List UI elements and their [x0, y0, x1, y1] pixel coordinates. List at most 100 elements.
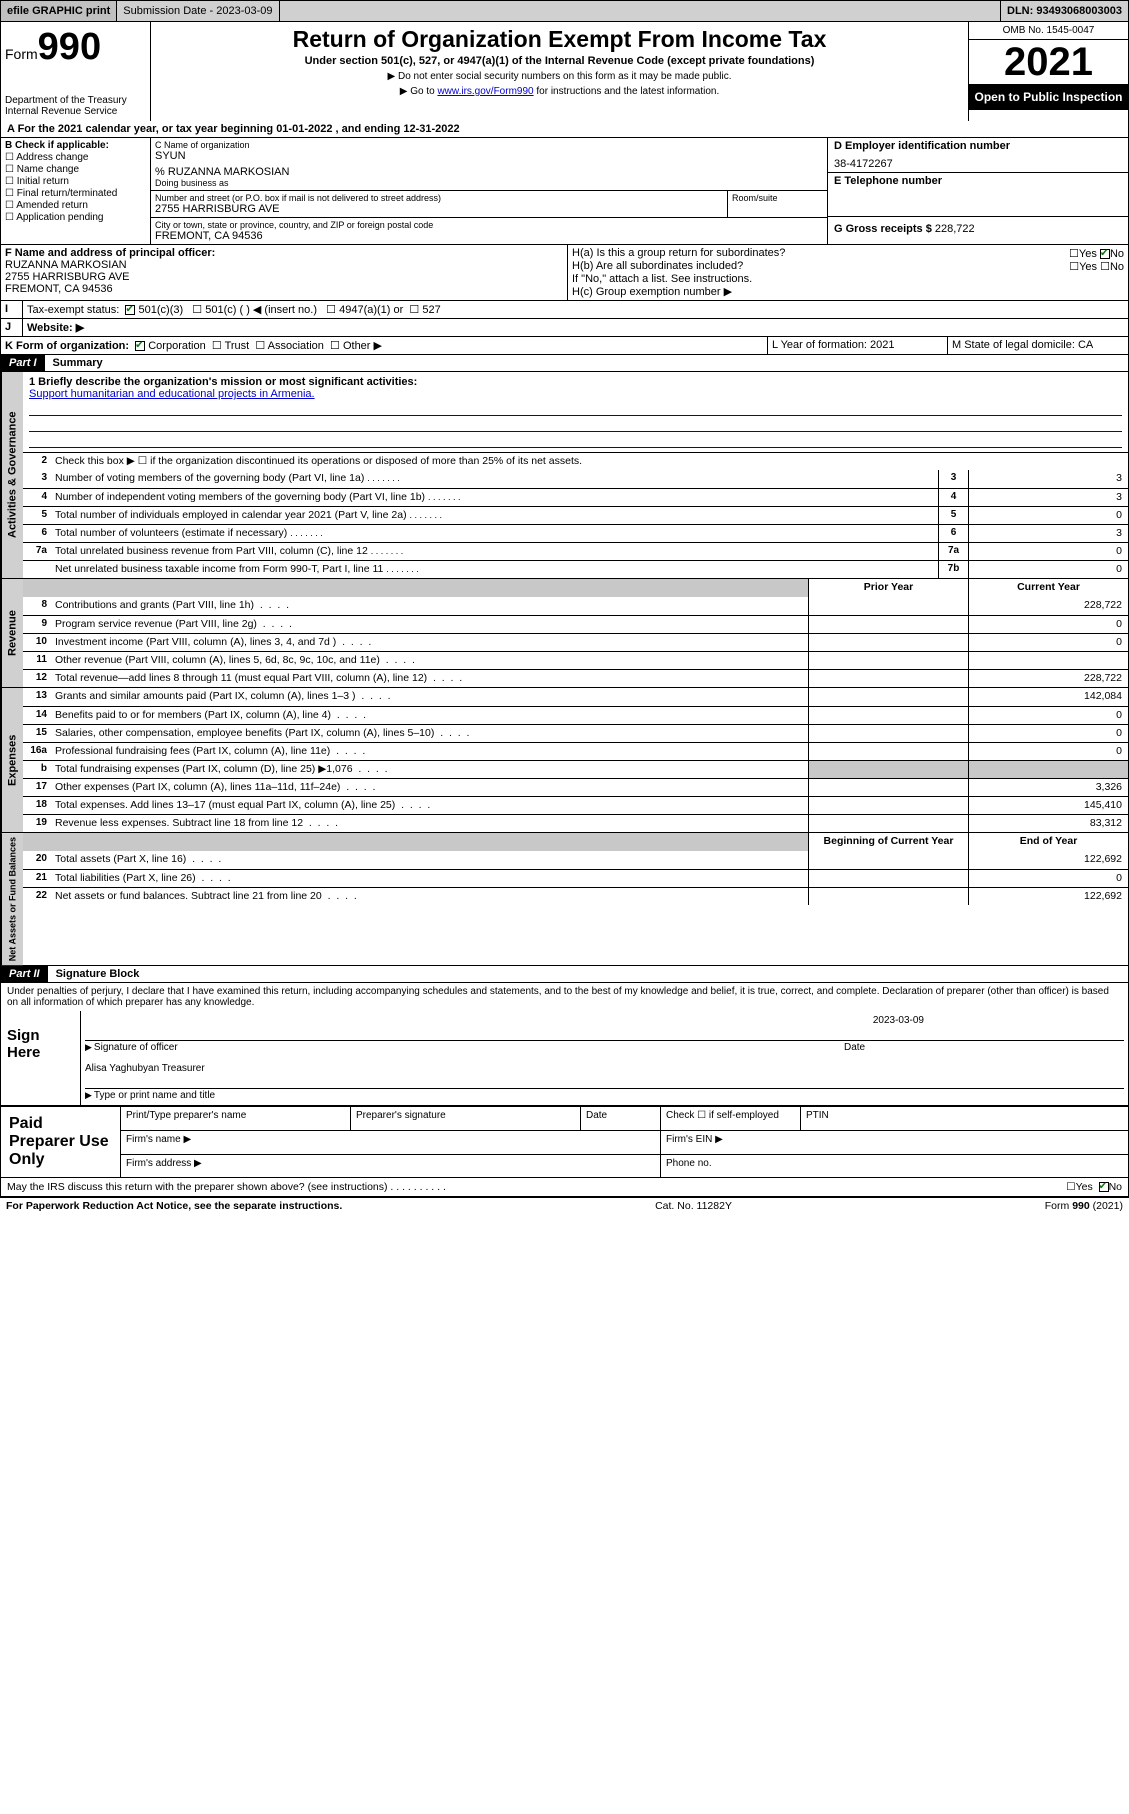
part1-title: Summary [45, 357, 103, 369]
chk-amended[interactable]: ☐ Amended return [5, 200, 146, 211]
gov-line-row: 5 Total number of individuals employed i… [23, 506, 1128, 524]
ln-prior [808, 815, 968, 832]
rev-hdr-num [23, 579, 51, 597]
part2-header: Part II Signature Block [0, 966, 1129, 983]
ha-no-check[interactable] [1100, 249, 1110, 259]
hb-note: If "No," attach a list. See instructions… [572, 273, 1124, 285]
chk-corp[interactable] [135, 341, 145, 351]
firm-addr-label: Firm's address ▶ [121, 1154, 661, 1178]
ln-current: 0 [968, 707, 1128, 724]
row-j: J Website: ▶ [0, 319, 1129, 337]
ln-txt: Contributions and grants (Part VIII, lin… [51, 597, 808, 615]
discuss-no-check[interactable] [1099, 1182, 1109, 1192]
ln-prior [808, 851, 968, 869]
opt-527: 527 [422, 304, 440, 316]
paid-label: Paid Preparer Use Only [1, 1107, 121, 1178]
ha-no: No [1110, 248, 1124, 260]
ln-box: 6 [938, 525, 968, 542]
gov-line-row: Net unrelated business taxable income fr… [23, 560, 1128, 578]
tab-netassets: Net Assets or Fund Balances [1, 833, 23, 965]
data-line-row: 19 Revenue less expenses. Subtract line … [23, 814, 1128, 832]
rev-header-row: Prior Year Current Year [23, 579, 1128, 597]
data-line-row: 22 Net assets or fund balances. Subtract… [23, 887, 1128, 905]
ln-val: 3 [968, 470, 1128, 488]
ln-num: b [23, 761, 51, 778]
ln-num: 9 [23, 616, 51, 633]
irs-link[interactable]: www.irs.gov/Form990 [437, 86, 533, 97]
prep-name-label: Print/Type preparer's name [121, 1107, 351, 1131]
ln-txt: Net assets or fund balances. Subtract li… [51, 888, 808, 905]
chk-name-change[interactable]: ☐ Name change [5, 164, 146, 175]
firm-ein-label: Firm's EIN ▶ [661, 1130, 1129, 1154]
gov-line-row: 4 Number of independent voting members o… [23, 488, 1128, 506]
box-h: H(a) Is this a group return for subordin… [568, 245, 1128, 300]
chk-final-return[interactable]: ☐ Final return/terminated [5, 188, 146, 199]
sig-date-label: Date [844, 1042, 1124, 1053]
ln-prior [808, 797, 968, 814]
opt-501c: 501(c) ( ) ◀ (insert no.) [205, 304, 317, 316]
box-c: C Name of organization SYUN % RUZANNA MA… [151, 138, 828, 244]
ln-prior [808, 761, 968, 778]
tab-expenses: Expenses [1, 688, 23, 832]
tab-governance: Activities & Governance [1, 372, 23, 578]
rev-hdr-txt [51, 579, 808, 597]
ln-prior [808, 779, 968, 796]
form-header: Form990 Department of the Treasury Inter… [0, 22, 1129, 121]
ln-prior [808, 743, 968, 760]
ln-current [968, 652, 1128, 669]
chk-501c3[interactable] [125, 305, 135, 315]
hb-no: No [1110, 261, 1124, 273]
sign-here-block: Sign Here 2023-03-09 Signature of office… [0, 1011, 1129, 1106]
ha-yesno: ☐Yes No [1069, 247, 1124, 260]
ln-txt: Salaries, other compensation, employee b… [51, 725, 808, 742]
ln-prior [808, 597, 968, 615]
ein-value: 38-4172267 [834, 158, 1122, 170]
ln-prior [808, 870, 968, 887]
line1-label: 1 Briefly describe the organization's mi… [29, 376, 417, 388]
header-middle: Return of Organization Exempt From Incom… [151, 22, 968, 121]
line2-row: 2 Check this box ▶ ☐ if the organization… [23, 452, 1128, 470]
ln-txt: Total number of individuals employed in … [51, 507, 938, 524]
cat-number: Cat. No. 11282Y [655, 1200, 732, 1212]
room-label: Room/suite [732, 193, 823, 203]
mission-line3 [29, 434, 1122, 448]
row-klm: K Form of organization: Corporation ☐ Tr… [0, 337, 1129, 355]
ln-val: 0 [968, 543, 1128, 560]
discuss-yes: Yes [1076, 1181, 1093, 1193]
part2-badge: Part II [1, 966, 48, 982]
phone-label: E Telephone number [834, 175, 1122, 187]
efile-print-button[interactable]: efile GRAPHIC print [1, 1, 117, 21]
part1-header: Part I Summary [0, 355, 1129, 372]
chk-app-pending[interactable]: ☐ Application pending [5, 212, 146, 223]
mission-text: Support humanitarian and educational pro… [29, 388, 315, 400]
ln-num: 5 [23, 507, 51, 524]
ha-yes: Yes [1079, 248, 1097, 260]
ln-num: 20 [23, 851, 51, 869]
ln-txt: Other expenses (Part IX, column (A), lin… [51, 779, 808, 796]
officer-city: FREMONT, CA 94536 [5, 283, 113, 295]
ln-current: 228,722 [968, 597, 1128, 615]
ln-num: 8 [23, 597, 51, 615]
ln-num: 7a [23, 543, 51, 560]
gross-value: 228,722 [935, 223, 975, 235]
ln-box: 3 [938, 470, 968, 488]
chk-pending-label: Application pending [16, 212, 103, 223]
data-line-row: 21 Total liabilities (Part X, line 26) .… [23, 869, 1128, 887]
ln-num: 12 [23, 670, 51, 687]
ln-current: 0 [968, 870, 1128, 887]
firm-phone-label: Phone no. [661, 1154, 1129, 1178]
ln-box: 7b [938, 561, 968, 578]
prep-date-label: Date [581, 1107, 661, 1131]
box-f: F Name and address of principal officer:… [1, 245, 568, 300]
chk-initial-return[interactable]: ☐ Initial return [5, 176, 146, 187]
sign-content: 2023-03-09 Signature of officer Date Ali… [81, 1011, 1128, 1105]
ln-num: 16a [23, 743, 51, 760]
officer-name-title: Alisa Yaghubyan Treasurer [85, 1063, 205, 1074]
chk-address-change[interactable]: ☐ Address change [5, 152, 146, 163]
discuss-yesno: ☐Yes No [1066, 1181, 1122, 1193]
ln-num: 6 [23, 525, 51, 542]
ln-txt: Grants and similar amounts paid (Part IX… [51, 688, 808, 706]
ln-current: 0 [968, 616, 1128, 633]
i-letter: I [1, 301, 23, 318]
chk-name-label: Name change [17, 164, 79, 175]
